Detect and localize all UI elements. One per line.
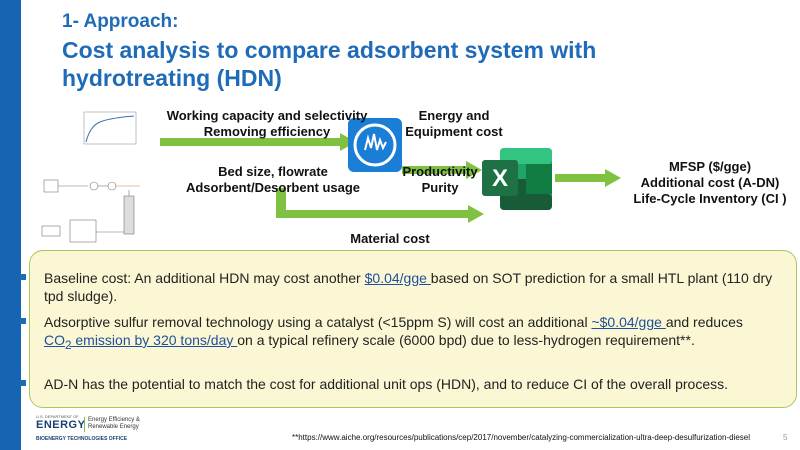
arrow-to-outputs (555, 169, 621, 187)
label-bed-size-line2: Adsorbent/Desorbent usage (185, 180, 361, 195)
bullet1-text-end: based on SOT prediction for a small HTL … (44, 270, 773, 304)
label-working-capacity-line2: Removing efficiency (203, 124, 331, 139)
outputs-list: MFSP ($/gge) Additional cost (A-DN) Life… (622, 159, 798, 207)
summary-callout (29, 250, 797, 408)
logo-eere-line2: Renewable Energy (88, 424, 139, 430)
bullet2-text-start: Adsorptive sulfur removal technology usi… (44, 314, 592, 330)
label-bed-size-line1: Bed size, flowrate (218, 164, 328, 179)
label-working-capacity: Working capacity and selectivity Removin… (160, 108, 374, 140)
bullet-ad-n-potential: AD-N has the potential to match the cost… (20, 375, 794, 393)
left-accent-bar (0, 0, 21, 450)
bullet2-co2-link[interactable]: CO2 emission by 320 tons/day (44, 332, 238, 352)
bullet2-text-end: on a typical refinery scale (6000 bpd) d… (237, 332, 695, 348)
co2-subscript: 2 (65, 338, 72, 352)
label-working-capacity-line1: Working capacity and selectivity (166, 108, 368, 123)
co2-text: CO (44, 332, 65, 348)
excel-letter: X (492, 165, 508, 192)
arrow-to-model-icon (160, 133, 356, 151)
bullet1-text-start: Baseline cost: An additional HDN may cos… (44, 270, 365, 286)
bullet-marker (20, 380, 26, 386)
label-energy-line2: Equipment cost (405, 124, 503, 139)
output-mfsp: MFSP ($/gge) (668, 159, 752, 174)
bullet-baseline-cost: Baseline cost: An additional HDN may cos… (20, 269, 774, 305)
label-productivity-line: Productivity (402, 164, 478, 179)
bullet2-text-mid: and reduces (665, 314, 743, 330)
page-number: 5 (783, 433, 788, 442)
logo-department-text: U.S. DEPARTMENT OF (36, 414, 79, 419)
bullet2-cost-link[interactable]: ~$0.04/gge (591, 314, 666, 330)
logo-divider (84, 417, 85, 432)
co2-emission-text: emission by 320 tons/day (71, 332, 238, 348)
logo-eere-text: Energy Efficiency & Renewable Energy (88, 417, 140, 431)
label-bed-size: Bed size, flowrate Adsorbent/Desorbent u… (178, 164, 368, 196)
excel-icon: X (482, 148, 552, 210)
arrow-to-excel-top (402, 161, 482, 179)
slide-title: Cost analysis to compare adsorbent syste… (62, 37, 597, 91)
bullet1-cost-link[interactable]: $0.04/gge (364, 270, 431, 286)
bullet3-text: AD-N has the potential to match the cost… (44, 376, 729, 392)
label-material-cost: Material cost (350, 231, 430, 246)
label-energy-line1: Energy and (418, 108, 490, 123)
logo-energy-text: ENERGY (36, 419, 86, 431)
section-label: 1- Approach: (62, 11, 179, 32)
arrow-material-cost (276, 188, 484, 223)
label-productivity-purity: Productivity Purity (396, 164, 484, 196)
apparatus-diagram (41, 179, 140, 243)
output-life-cycle-inventory: Life-Cycle Inventory (CI ) (633, 191, 787, 206)
label-energy-equipment: Energy and Equipment cost (398, 108, 510, 140)
process-schematic-figure (41, 111, 140, 243)
label-purity-line: Purity (421, 180, 459, 195)
logo-office-text: BIOENERGY TECHNOLOGIES OFFICE (36, 436, 128, 442)
bullet-marker (20, 274, 26, 280)
footnote-reference: **https://www.aiche.org/resources/public… (292, 433, 751, 442)
output-additional-cost: Additional cost (A-DN) (640, 175, 780, 190)
bullet-adsorptive-removal: Adsorptive sulfur removal technology usi… (20, 313, 774, 355)
breakthrough-curve-plot (83, 111, 137, 145)
process-model-app-icon (348, 118, 402, 172)
bullet-marker (20, 318, 26, 324)
doe-eere-logo: U.S. DEPARTMENT OF ENERGY Energy Efficie… (36, 414, 156, 444)
logo-eere-line1: Energy Efficiency & (88, 417, 140, 423)
